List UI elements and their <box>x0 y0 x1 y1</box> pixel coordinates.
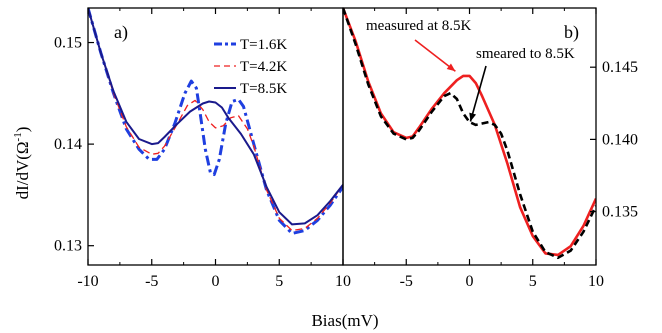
x-tick-label: 0 <box>212 273 220 290</box>
x-tick-label: -5 <box>145 273 158 290</box>
annotation-arrowhead <box>446 63 456 72</box>
y-tick-label: 0.13 <box>54 238 82 255</box>
y-axis-label: dI/dV(Ω-1) <box>12 127 32 200</box>
x-tick-label: 0 <box>466 273 474 290</box>
series-line-smeared-to-8-5k <box>343 8 596 260</box>
series-line-t-4-2k <box>88 8 343 232</box>
y-axis-label-exponent: -1 <box>12 132 24 141</box>
x-tick-label: 5 <box>275 273 283 290</box>
y-axis-label-main: dI/dV(Ω <box>13 141 32 199</box>
panel-b: -5 0 5 10 0.135 0.140 0.145 b) measured at 8.5Ks… <box>342 7 638 290</box>
legend-label: T=1.6K <box>240 37 287 53</box>
legend-label: T=4.2K <box>240 59 287 75</box>
x-tick-label: 10 <box>588 273 604 290</box>
panel-label: a) <box>114 22 128 43</box>
annotation-arrowhead <box>469 112 477 122</box>
series-line-t-8-5k <box>88 8 343 226</box>
y-tick-label: 0.14 <box>54 136 82 153</box>
annotation-text: measured at 8.5K <box>366 18 472 34</box>
annotation-arrow <box>414 39 456 72</box>
annotation-text: smeared to 8.5K <box>476 46 575 62</box>
panel-a: -10 -5 0 5 10 0.13 0.14 0.15 a) T=1.6K T=4.2K T=8.5… <box>54 7 351 290</box>
annotation-arrow <box>469 65 487 122</box>
y-axis-label-close: ) <box>13 127 32 133</box>
legend-label: T=8.5K <box>240 81 287 97</box>
panel-label: b) <box>564 22 579 43</box>
x-tick-label: 5 <box>529 273 537 290</box>
y-tick-label: 0.135 <box>602 204 638 221</box>
x-tick-label: 10 <box>335 273 351 290</box>
x-tick-label: -10 <box>77 273 98 290</box>
y-tick-label: 0.15 <box>54 35 82 52</box>
x-tick-label: -5 <box>400 273 413 290</box>
series-line-t-1-6k <box>88 8 343 235</box>
y-tick-label: 0.145 <box>602 59 638 76</box>
x-axis-label: Bias(mV) <box>311 311 378 330</box>
y-tick-label: 0.140 <box>602 131 638 148</box>
plot-frame <box>87 7 344 266</box>
